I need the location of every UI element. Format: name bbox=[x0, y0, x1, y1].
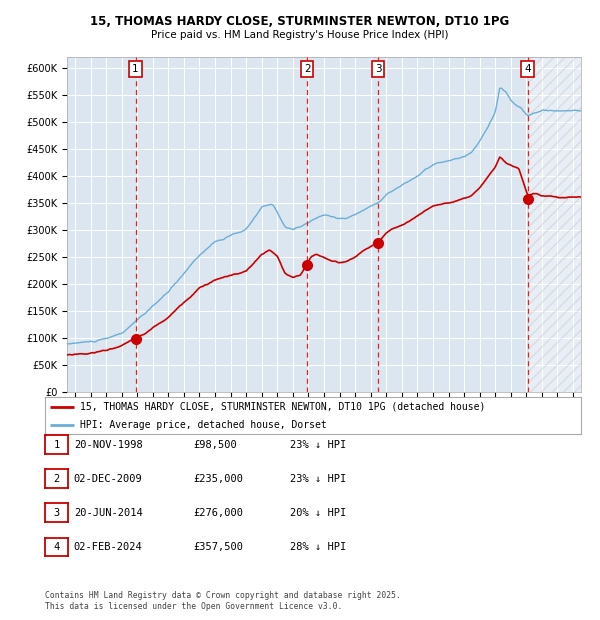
Text: 4: 4 bbox=[53, 542, 59, 552]
Text: 3: 3 bbox=[53, 508, 59, 518]
Text: £98,500: £98,500 bbox=[194, 440, 238, 450]
Text: Price paid vs. HM Land Registry's House Price Index (HPI): Price paid vs. HM Land Registry's House … bbox=[151, 30, 449, 40]
Text: £357,500: £357,500 bbox=[194, 542, 244, 552]
Text: This data is licensed under the Open Government Licence v3.0.: This data is licensed under the Open Gov… bbox=[45, 602, 343, 611]
Text: 15, THOMAS HARDY CLOSE, STURMINSTER NEWTON, DT10 1PG (detached house): 15, THOMAS HARDY CLOSE, STURMINSTER NEWT… bbox=[80, 402, 485, 412]
Text: 1: 1 bbox=[132, 64, 139, 74]
Text: 02-FEB-2024: 02-FEB-2024 bbox=[74, 542, 143, 552]
Text: 1: 1 bbox=[53, 440, 59, 450]
Text: 20% ↓ HPI: 20% ↓ HPI bbox=[290, 508, 346, 518]
Text: Contains HM Land Registry data © Crown copyright and database right 2025.: Contains HM Land Registry data © Crown c… bbox=[45, 591, 401, 600]
Text: 2: 2 bbox=[304, 64, 311, 74]
Text: 02-DEC-2009: 02-DEC-2009 bbox=[74, 474, 143, 484]
Text: 23% ↓ HPI: 23% ↓ HPI bbox=[290, 474, 346, 484]
Text: 3: 3 bbox=[374, 64, 382, 74]
Bar bbox=[528, 57, 581, 392]
Text: 20-NOV-1998: 20-NOV-1998 bbox=[74, 440, 143, 450]
Text: HPI: Average price, detached house, Dorset: HPI: Average price, detached house, Dors… bbox=[80, 420, 326, 430]
Text: 20-JUN-2014: 20-JUN-2014 bbox=[74, 508, 143, 518]
Text: 15, THOMAS HARDY CLOSE, STURMINSTER NEWTON, DT10 1PG: 15, THOMAS HARDY CLOSE, STURMINSTER NEWT… bbox=[91, 16, 509, 28]
Text: 23% ↓ HPI: 23% ↓ HPI bbox=[290, 440, 346, 450]
Text: £235,000: £235,000 bbox=[194, 474, 244, 484]
Text: 28% ↓ HPI: 28% ↓ HPI bbox=[290, 542, 346, 552]
Text: 2: 2 bbox=[53, 474, 59, 484]
Text: £276,000: £276,000 bbox=[194, 508, 244, 518]
Text: 4: 4 bbox=[524, 64, 531, 74]
